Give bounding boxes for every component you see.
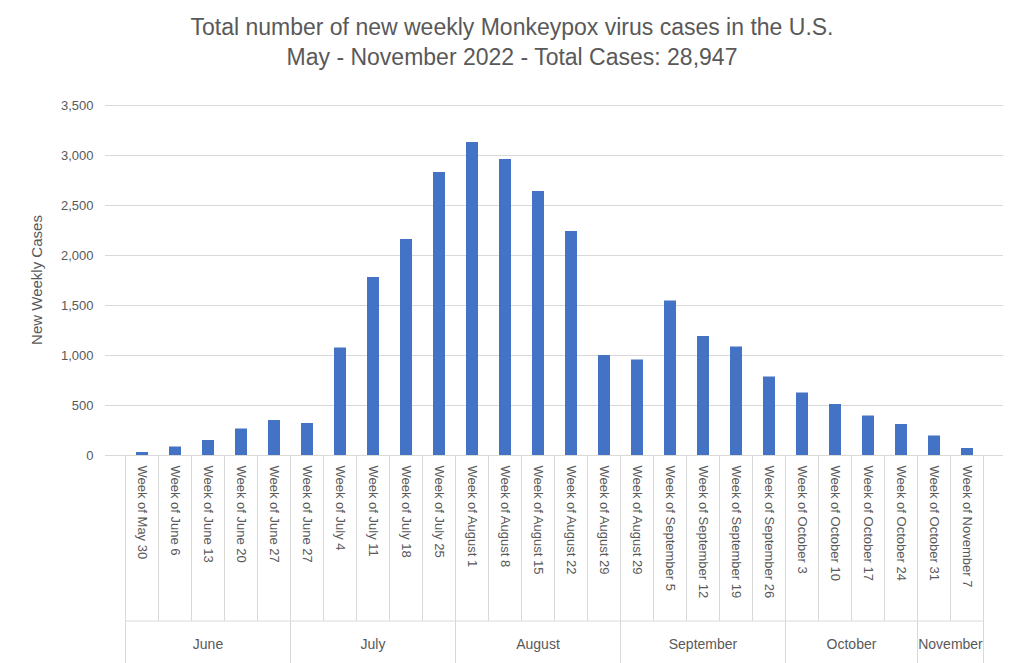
svg-text:Week of November 7: Week of November 7	[960, 466, 975, 588]
svg-text:Week of August 8: Week of August 8	[498, 466, 513, 568]
svg-text:Week of August 29: Week of August 29	[630, 466, 645, 575]
svg-text:2,000: 2,000	[61, 248, 94, 263]
svg-text:Week of October 24: Week of October 24	[894, 466, 909, 581]
svg-text:Week of June 27: Week of June 27	[300, 466, 315, 563]
svg-text:Week of October 3: Week of October 3	[795, 466, 810, 574]
svg-text:Week of September 5: Week of September 5	[663, 466, 678, 592]
svg-text:Week of September 12: Week of September 12	[696, 466, 711, 599]
svg-text:June: June	[193, 636, 224, 652]
svg-text:Week of October 10: Week of October 10	[828, 466, 843, 581]
svg-text:September: September	[669, 636, 738, 652]
svg-text:Week of July 25: Week of July 25	[432, 466, 447, 558]
svg-text:Week of June 20: Week of June 20	[234, 466, 249, 563]
svg-text:Week of July 11: Week of July 11	[366, 466, 381, 557]
html-text:Total number of new weekly Mon: Total number of new weekly Monkeypox vir…	[190, 14, 834, 40]
svg-text:November: November	[918, 636, 983, 652]
svg-text:Week of August 15: Week of August 15	[531, 466, 546, 575]
html-text:May - November 2022 - Total Ca: May - November 2022 - Total Cases: 28,94…	[286, 44, 738, 70]
svg-text:500: 500	[72, 398, 94, 413]
svg-text:Week of September 19: Week of September 19	[729, 466, 744, 599]
svg-text:2,500: 2,500	[61, 198, 94, 213]
svg-text:July: July	[361, 636, 386, 652]
svg-text:Week of October 17: Week of October 17	[861, 466, 876, 581]
svg-text:Week of June 27: Week of June 27	[267, 466, 282, 563]
svg-text:Week of June 6: Week of June 6	[168, 466, 183, 556]
svg-text:Week of September 26: Week of September 26	[762, 466, 777, 599]
svg-text:New Weekly Cases: New Weekly Cases	[28, 215, 45, 345]
svg-text:3,500: 3,500	[61, 98, 94, 113]
svg-text:1,000: 1,000	[61, 348, 94, 363]
svg-text:Week of July 4: Week of July 4	[333, 466, 348, 551]
svg-text:0: 0	[86, 448, 93, 463]
svg-text:3,000: 3,000	[61, 148, 94, 163]
svg-text:October: October	[827, 636, 877, 652]
svg-text:Week of July 18: Week of July 18	[399, 466, 414, 558]
svg-text:Week of August 1: Week of August 1	[465, 466, 480, 568]
svg-text:Week of August 22: Week of August 22	[564, 466, 579, 575]
svg-text:1,500: 1,500	[61, 298, 94, 313]
svg-text:August: August	[516, 636, 560, 652]
svg-text:Week of June 13: Week of June 13	[201, 466, 216, 563]
svg-text:Week of August 29: Week of August 29	[597, 466, 612, 575]
svg-text:Week of October 31: Week of October 31	[927, 466, 942, 581]
svg-text:Week of May 30: Week of May 30	[135, 466, 150, 560]
